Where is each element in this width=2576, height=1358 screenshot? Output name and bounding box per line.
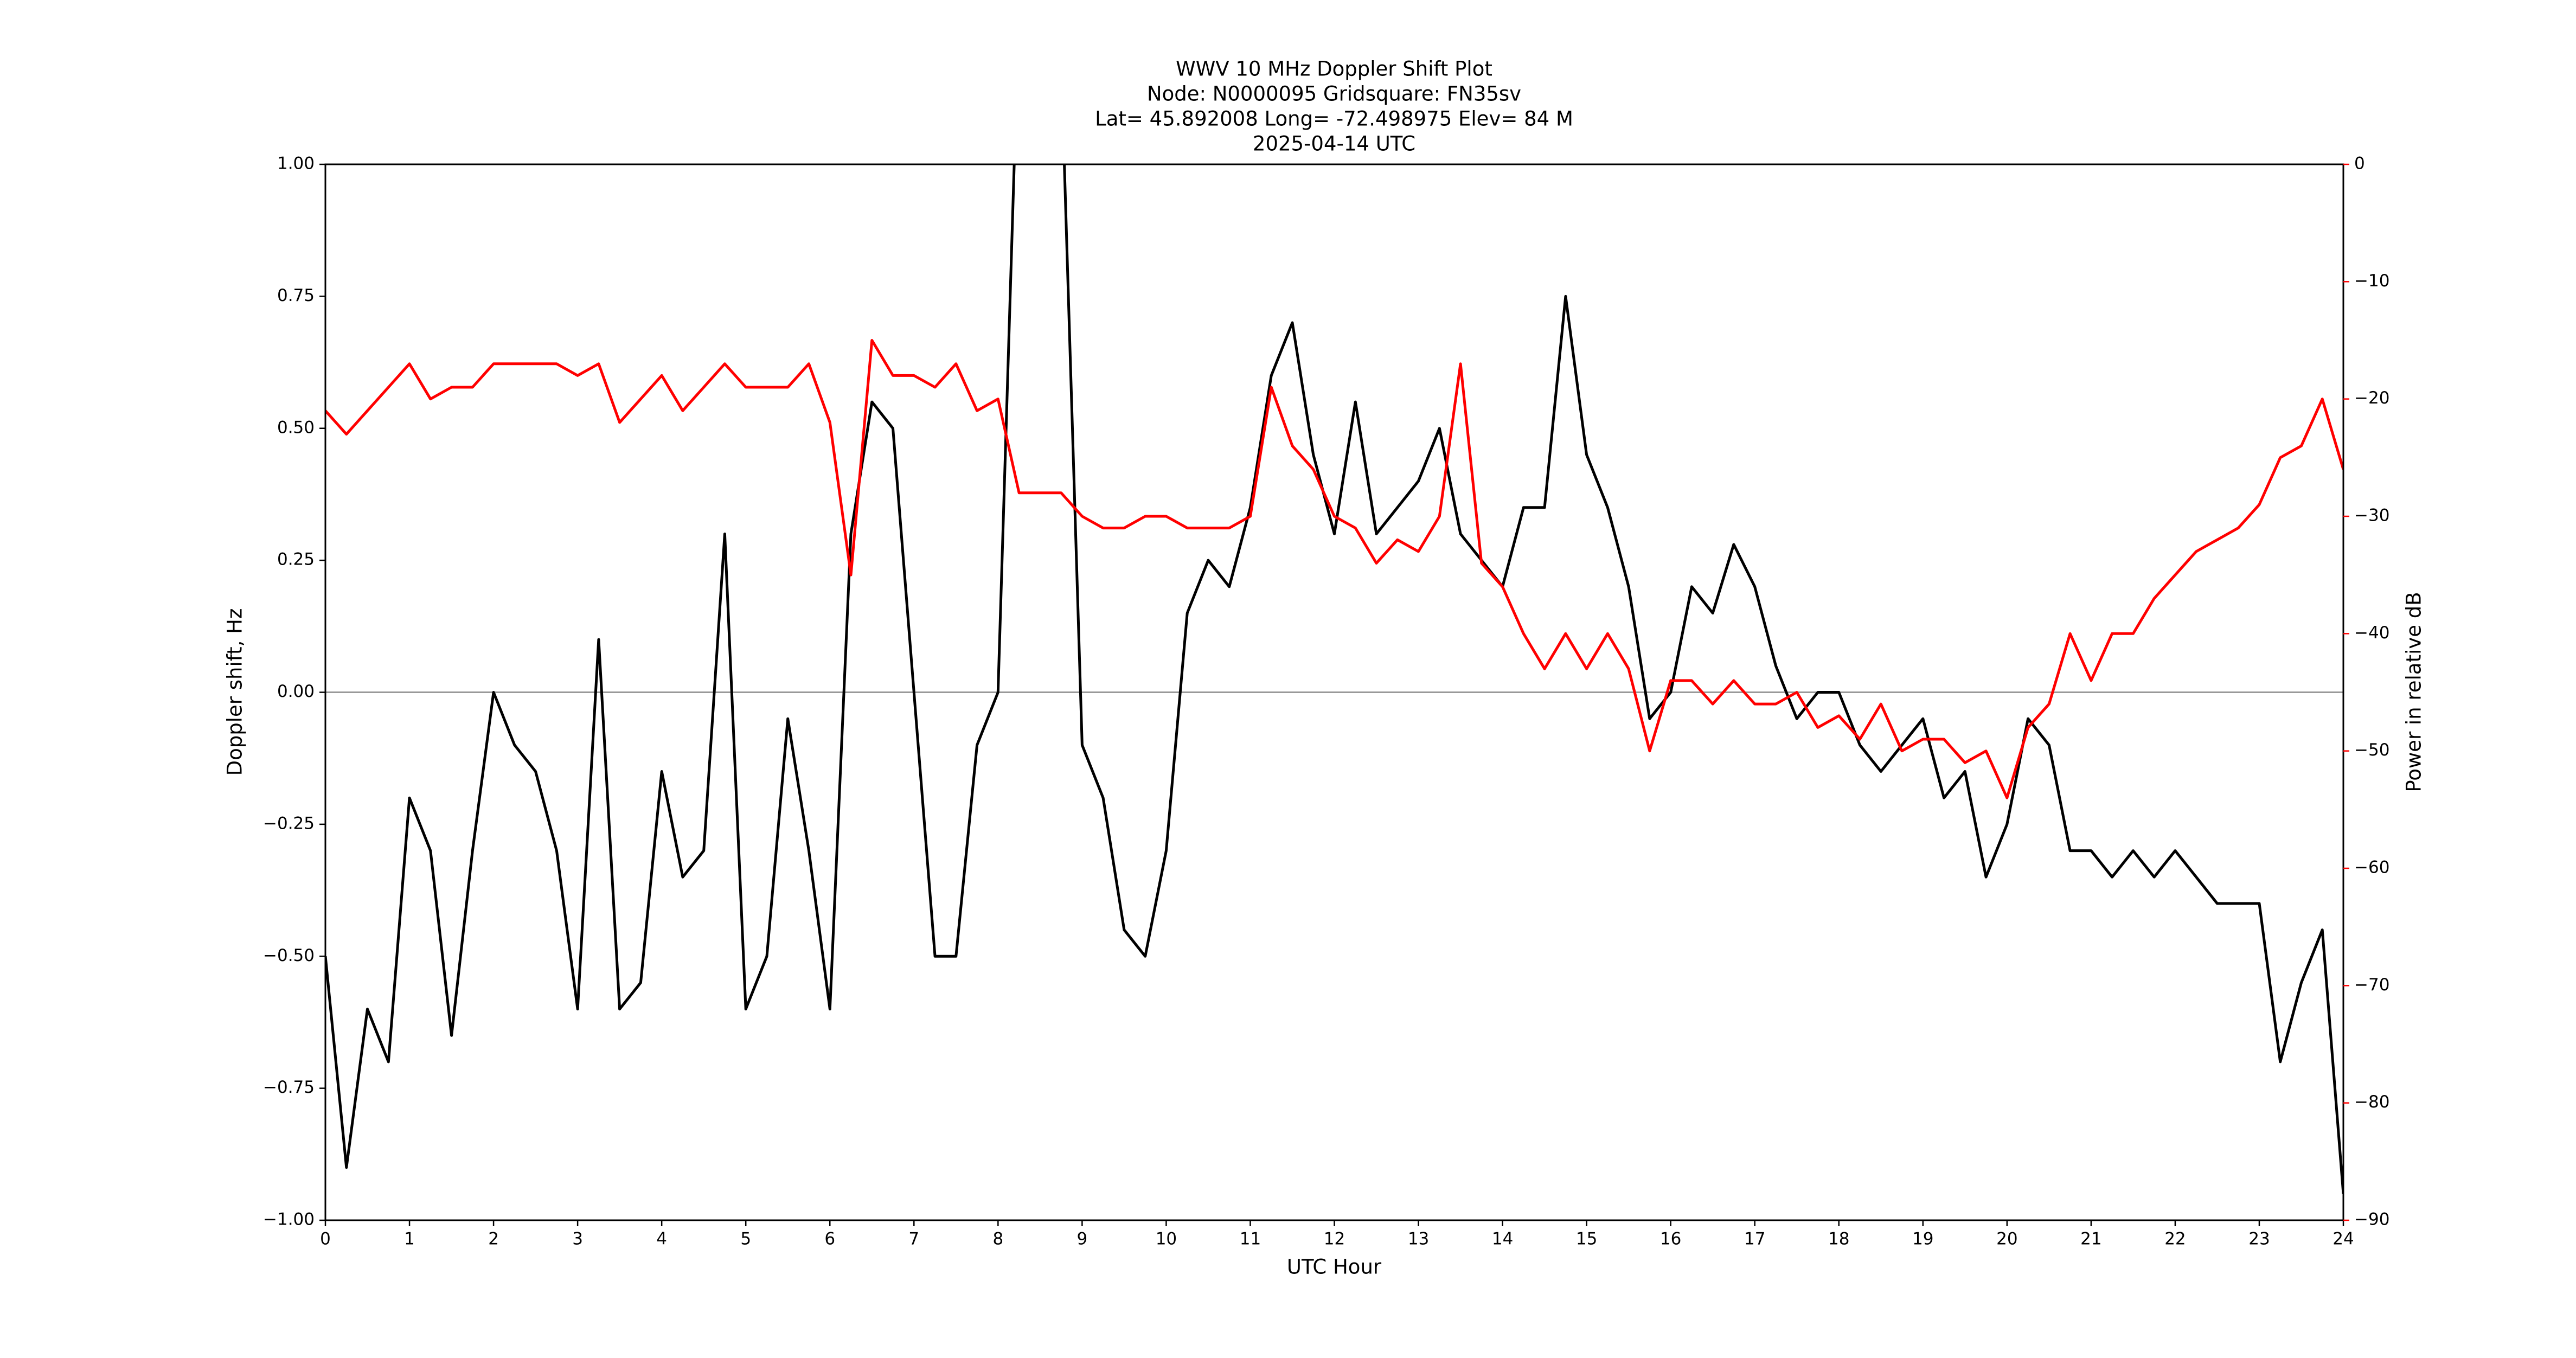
y-tick-label: 1.00 [277,154,315,174]
y-axis-label: Doppler shift, Hz [223,608,247,776]
x-tick-label: 17 [1744,1229,1765,1249]
x-tick-label: 14 [1492,1229,1513,1249]
chart-title: WWV 10 MHz Doppler Shift Plot [1176,57,1492,81]
x-tick-label: 5 [740,1229,751,1249]
y2-tick-label: −90 [2354,1210,2389,1229]
chart-subtitle: Node: N0000095 Gridsquare: FN35sv [1147,82,1521,106]
x-tick-label: 16 [1660,1229,1681,1249]
x-tick-label: 15 [1576,1229,1597,1249]
x-tick-label: 8 [992,1229,1003,1249]
x-tick-label: 7 [908,1229,919,1249]
y2-axis-label: Power in relative dB [2402,592,2426,792]
y2-tick-label: −10 [2354,271,2389,291]
y-tick-label: −0.25 [263,813,315,833]
x-tick-label: 12 [1324,1229,1345,1249]
x-tick-label: 21 [2080,1229,2101,1249]
x-tick-label: 6 [824,1229,835,1249]
x-tick-label: 18 [1828,1229,1849,1249]
y2-tick-label: −50 [2354,740,2389,760]
y-tick-label: −0.50 [263,946,315,965]
y2-tick-label: −70 [2354,975,2389,995]
x-tick-label: 20 [1996,1229,2017,1249]
y-tick-label: −1.00 [263,1210,315,1229]
chart-subtitle: 2025-04-14 UTC [1253,132,1415,156]
x-tick-label: 22 [2164,1229,2186,1249]
y2-tick-label: −20 [2354,388,2389,408]
x-tick-label: 1 [404,1229,415,1249]
y2-tick-label: 0 [2354,154,2365,174]
y2-tick-label: −30 [2354,506,2389,526]
x-tick-label: 11 [1240,1229,1261,1249]
x-tick-label: 0 [320,1229,331,1249]
x-tick-label: 3 [572,1229,583,1249]
y2-tick-label: −60 [2354,858,2389,877]
y-tick-label: 0.75 [277,286,315,305]
x-axis-label: UTC Hour [1287,1255,1382,1279]
x-tick-label: 23 [2248,1229,2270,1249]
y-tick-label: 0.00 [277,682,315,701]
chart-subtitle: Lat= 45.892008 Long= -72.498975 Elev= 84… [1095,107,1573,131]
x-tick-label: 19 [1912,1229,1933,1249]
y-tick-label: 0.50 [277,418,315,437]
data-line [325,164,2343,1194]
y-tick-label: 0.25 [277,550,315,569]
x-tick-label: 4 [656,1229,667,1249]
x-tick-label: 9 [1077,1229,1088,1249]
y-tick-label: −0.75 [263,1078,315,1097]
y2-tick-label: −80 [2354,1092,2389,1112]
data-line [325,339,2343,799]
y2-tick-label: −40 [2354,623,2389,643]
x-tick-label: 10 [1156,1229,1177,1249]
plot-area [325,164,2343,1194]
x-tick-label: 2 [488,1229,499,1249]
x-tick-label: 24 [2333,1229,2354,1249]
x-tick-label: 13 [1408,1229,1429,1249]
